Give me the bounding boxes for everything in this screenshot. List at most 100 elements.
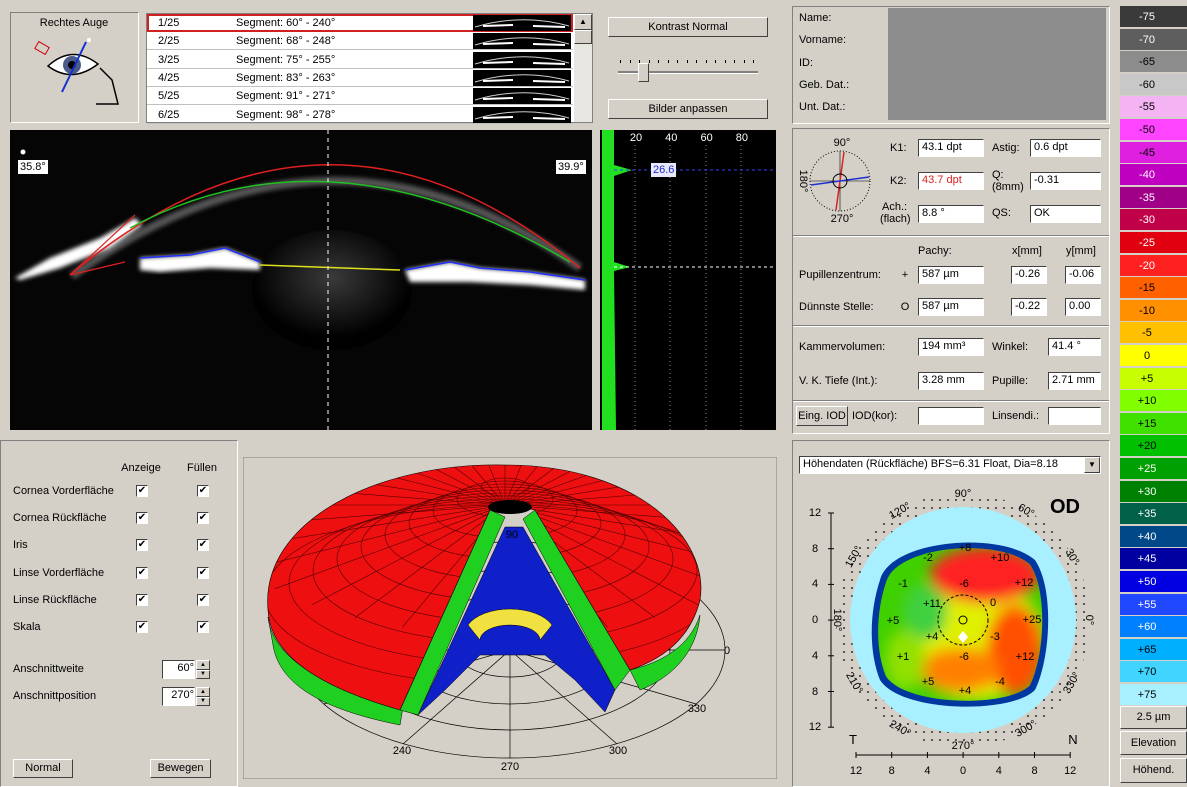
map-colors — [878, 548, 1043, 701]
grid-meridian — [452, 464, 506, 506]
value-field[interactable]: 8.8 ° — [918, 205, 984, 223]
checkbox[interactable]: ✔ — [197, 539, 209, 552]
elevation-value: +12 — [1015, 651, 1035, 663]
row-label: Kammervolumen: — [799, 341, 886, 353]
value-field[interactable]: 60° — [162, 660, 195, 679]
grid-meridian — [504, 504, 701, 589]
y-tick-label: 8 — [811, 542, 819, 555]
checkbox[interactable]: ✔ — [136, 566, 148, 579]
compass — [809, 150, 871, 212]
contrast-button[interactable]: Kontrast Normal — [608, 17, 768, 37]
column-header: y[mm] — [1066, 245, 1096, 257]
scale-step — [1120, 390, 1187, 413]
grid-meridian — [275, 504, 506, 589]
value-field[interactable]: -0.06 — [1065, 266, 1101, 284]
thumbnail-iris — [482, 115, 566, 120]
value-field[interactable]: 194 mm³ — [918, 338, 984, 356]
spin-up[interactable]: ▲ — [196, 660, 210, 670]
value-field[interactable]: 587 µm — [918, 266, 984, 284]
scale-step — [1120, 277, 1187, 300]
value-field[interactable]: 270° — [162, 687, 195, 706]
grid-meridian — [354, 464, 506, 506]
segment-row[interactable] — [147, 14, 573, 32]
checkbox[interactable]: ✔ — [136, 593, 148, 606]
checkbox[interactable]: ✔ — [197, 485, 209, 497]
scroll-thumb[interactable] — [574, 30, 592, 44]
value-field[interactable] — [918, 407, 984, 425]
checkbox[interactable]: ✔ — [197, 566, 209, 579]
cut-line — [61, 41, 87, 93]
value-field[interactable]: 43.7 dpt — [918, 172, 984, 190]
scale-button[interactable]: Elevation — [1120, 731, 1187, 755]
segment-row[interactable] — [147, 32, 573, 51]
value-field[interactable]: OK — [1030, 205, 1101, 223]
scroll-up[interactable]: ▲ — [574, 14, 592, 30]
checkbox[interactable]: ✔ — [197, 593, 209, 606]
value-field[interactable]: 3.28 mm — [918, 372, 984, 390]
x-tick-label: 0 — [960, 765, 967, 777]
value-field[interactable]: 2.71 mm — [1048, 372, 1101, 390]
value-field[interactable]: 41.4 ° — [1048, 338, 1101, 356]
segment-row[interactable] — [147, 69, 573, 87]
scale-step — [1120, 345, 1187, 367]
spin-up[interactable]: ▲ — [196, 687, 210, 697]
adjust-button[interactable]: Bilder anpassen — [608, 99, 768, 119]
slider-track[interactable] — [618, 71, 758, 74]
posterior-edge — [129, 180, 571, 263]
x-tick-label: 8 — [888, 765, 895, 777]
scale-step — [1120, 254, 1187, 277]
checkbox[interactable]: ✔ — [136, 512, 148, 525]
iod-button[interactable]: Eing. IOD — [796, 406, 848, 426]
checkbox[interactable]: ✔ — [136, 621, 148, 633]
segment-row[interactable] — [147, 87, 573, 106]
value-field[interactable]: -0.31 — [1030, 172, 1101, 190]
grid-meridian — [504, 504, 701, 550]
grid-meridian — [504, 464, 698, 506]
spin-down[interactable]: ▼ — [196, 697, 210, 706]
pupil-circle — [937, 594, 989, 646]
value-field[interactable] — [1048, 407, 1101, 425]
value-field[interactable]: 0.00 — [1065, 298, 1101, 316]
y-tick-label: 8 — [811, 685, 819, 698]
dropdown[interactable]: Höhendaten (Rückfläche) BFS=6.31 Float, … — [799, 456, 1101, 474]
segment-index: 4/25 — [158, 71, 180, 84]
grid-meridian — [267, 482, 506, 506]
value-field[interactable]: 0.6 dpt — [1030, 139, 1101, 157]
density-marker: 26.6 — [651, 163, 677, 177]
segment-row[interactable] — [147, 51, 573, 69]
checkbox[interactable]: ✔ — [197, 512, 209, 525]
slider-tick — [686, 60, 688, 63]
slider-tick — [743, 60, 745, 63]
scale-button[interactable]: Höhend. — [1120, 758, 1187, 783]
elevation-value: -1 — [898, 578, 908, 590]
row-label: Dünnste Stelle: — [799, 301, 874, 313]
segment-index: 3/25 — [158, 53, 180, 66]
segment-index: 5/25 — [158, 90, 180, 103]
slider-thumb[interactable] — [638, 63, 649, 82]
normal-button[interactable]: Normal — [13, 759, 73, 778]
value-field[interactable]: 43.1 dpt — [918, 139, 984, 157]
slider-tick — [715, 60, 716, 63]
label: Anschnittweite — [13, 663, 84, 675]
checkbox[interactable]: ✔ — [136, 539, 148, 552]
checkbox[interactable]: ✔ — [136, 485, 148, 497]
thumbnail-curve — [474, 92, 570, 101]
scale-step — [1120, 73, 1187, 96]
spin-down[interactable]: ▼ — [196, 670, 210, 679]
move-button[interactable]: Bewegen — [150, 759, 211, 778]
segment-row[interactable] — [147, 106, 573, 124]
scheimpflug-image — [10, 130, 592, 430]
value-field[interactable]: -0.22 — [1011, 298, 1047, 316]
scale-button[interactable]: 2.5 µm — [1120, 706, 1187, 729]
value-field[interactable]: 587 µm — [918, 298, 984, 316]
view-3d[interactable] — [243, 457, 777, 779]
checkbox[interactable]: ✔ — [197, 621, 209, 633]
dropdown-arrow[interactable]: ▼ — [1084, 457, 1100, 473]
segment-index: 6/25 — [158, 108, 180, 121]
k1-axis — [810, 176, 870, 186]
patient-field-label: Vorname: — [799, 34, 847, 47]
x-tick-label: 4 — [995, 765, 1002, 777]
value-field[interactable]: -0.26 — [1011, 266, 1047, 284]
scale-label: -35 — [1139, 191, 1155, 204]
row-label: Pupillenzentrum: — [799, 269, 881, 281]
